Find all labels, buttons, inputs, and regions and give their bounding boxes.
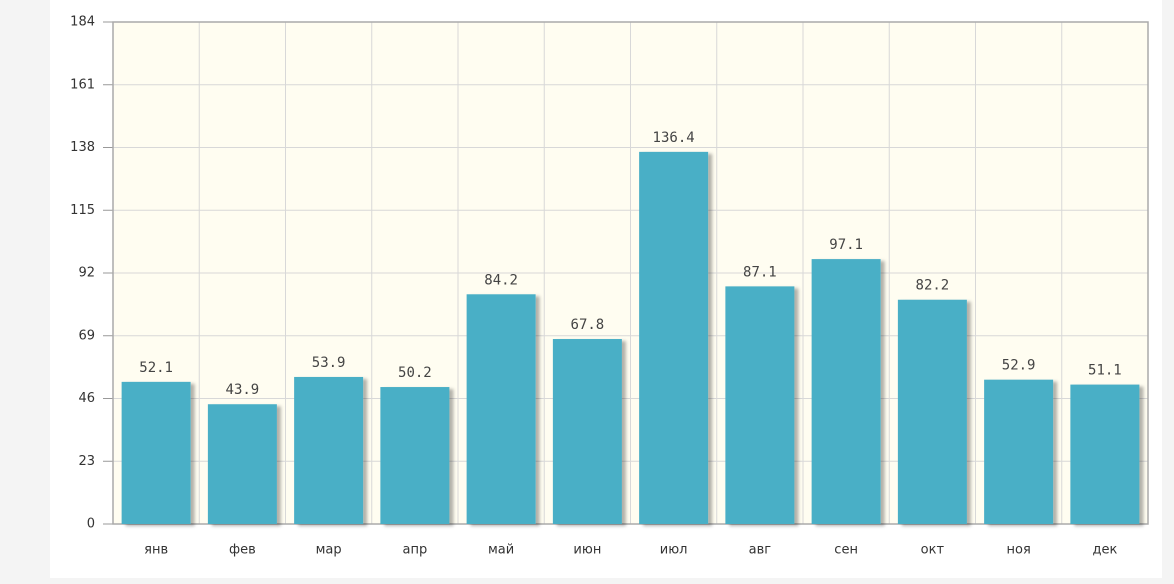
- y-tick-label: 69: [78, 328, 95, 343]
- value-label: 97.1: [829, 237, 863, 253]
- value-label: 67.8: [571, 317, 605, 333]
- bar: [897, 299, 967, 524]
- bar: [121, 381, 191, 524]
- x-tick-label: май: [488, 543, 514, 558]
- y-tick-label: 92: [78, 266, 95, 281]
- bar: [207, 404, 277, 524]
- bar: [380, 387, 450, 524]
- value-label: 53.9: [312, 355, 346, 371]
- y-tick-label: 115: [70, 203, 95, 218]
- bar: [984, 379, 1054, 524]
- x-tick-label: апр: [403, 543, 428, 558]
- value-label: 50.2: [398, 365, 432, 381]
- x-tick-label: сен: [834, 543, 858, 558]
- x-tick-label: июн: [573, 543, 601, 558]
- bar: [725, 286, 795, 524]
- value-label: 82.2: [916, 278, 950, 294]
- bar: [552, 339, 622, 524]
- value-label: 51.1: [1088, 363, 1122, 379]
- bar: [639, 151, 709, 524]
- bar: [466, 294, 536, 524]
- x-tick-label: мар: [316, 543, 342, 558]
- bar: [294, 376, 364, 524]
- bar: [811, 259, 881, 524]
- x-tick-label: авг: [749, 543, 772, 558]
- value-label: 87.1: [743, 264, 777, 280]
- value-label: 136.4: [653, 130, 695, 146]
- y-tick-label: 46: [78, 391, 95, 406]
- value-label: 84.2: [484, 272, 518, 288]
- x-tick-label: окт: [921, 543, 945, 558]
- y-tick-label: 184: [70, 15, 95, 30]
- bar: [1070, 384, 1140, 524]
- value-label: 52.1: [139, 360, 173, 376]
- x-tick-label: ноя: [1006, 543, 1030, 558]
- x-tick-label: июл: [660, 543, 688, 558]
- x-tick-label: дек: [1092, 543, 1117, 558]
- y-tick-label: 161: [70, 77, 95, 92]
- y-tick-label: 0: [87, 517, 95, 532]
- y-tick-label: 23: [78, 454, 95, 469]
- value-label: 52.9: [1002, 358, 1036, 374]
- x-tick-label: фев: [229, 543, 256, 558]
- value-label: 43.9: [226, 382, 260, 398]
- y-tick-label: 138: [70, 140, 95, 155]
- x-tick-label: янв: [144, 543, 168, 558]
- plot-border: [112, 21, 1149, 525]
